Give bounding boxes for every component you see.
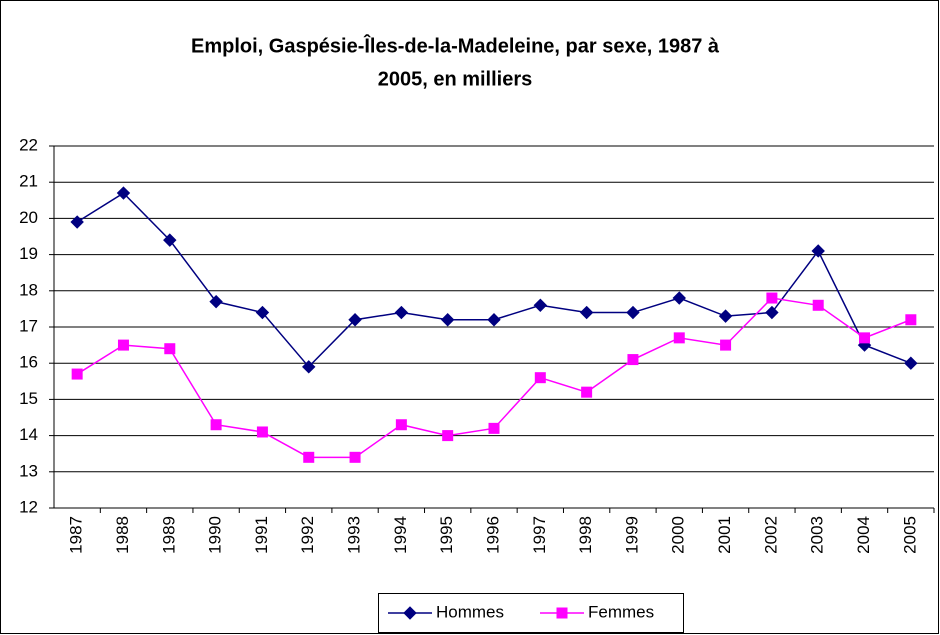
marker <box>904 356 918 370</box>
marker <box>627 354 639 366</box>
y-tick-label: 12 <box>19 497 38 516</box>
marker <box>116 186 131 200</box>
marker <box>673 332 685 344</box>
marker <box>302 360 316 374</box>
marker <box>163 233 177 247</box>
y-tick-label: 13 <box>19 461 38 480</box>
x-tick-label: 1990 <box>206 516 225 554</box>
marker <box>440 313 455 327</box>
marker <box>117 339 129 351</box>
x-tick-label: 1994 <box>391 516 410 554</box>
marker <box>71 368 83 380</box>
marker <box>581 386 593 398</box>
x-tick-label: 1989 <box>159 516 178 554</box>
marker <box>812 299 824 311</box>
marker <box>488 422 500 434</box>
marker <box>672 291 686 305</box>
x-tick-label: 2003 <box>808 516 827 554</box>
legend-marker <box>403 606 417 620</box>
marker <box>905 314 917 326</box>
marker <box>255 305 270 320</box>
x-tick-label: 1999 <box>622 516 641 554</box>
chart-title: Emploi, Gaspésie-Îles-de-la-Madeleine, p… <box>191 33 720 57</box>
x-tick-label: 1997 <box>530 516 549 554</box>
x-tick-label: 1988 <box>113 516 132 554</box>
x-tick-label: 2002 <box>761 516 780 554</box>
marker <box>766 292 778 304</box>
chart-title: 2005, en milliers <box>378 68 533 90</box>
marker <box>487 313 501 327</box>
marker <box>256 426 268 438</box>
marker <box>209 294 223 309</box>
marker <box>442 430 454 442</box>
marker <box>765 305 779 320</box>
x-tick-label: 2005 <box>900 516 919 554</box>
x-tick-label: 1995 <box>437 516 456 554</box>
marker <box>303 451 315 463</box>
y-tick-label: 21 <box>19 172 38 191</box>
marker <box>811 244 825 258</box>
marker <box>534 372 546 384</box>
y-tick-label: 20 <box>19 208 38 227</box>
y-tick-label: 18 <box>19 280 38 299</box>
marker <box>210 419 222 431</box>
x-tick-label: 1992 <box>298 516 317 554</box>
marker <box>349 451 361 463</box>
marker <box>348 313 362 327</box>
y-tick-label: 22 <box>19 135 38 154</box>
y-tick-label: 16 <box>19 353 38 372</box>
marker <box>394 305 409 320</box>
y-tick-label: 15 <box>19 389 38 408</box>
x-tick-label: 1998 <box>576 516 595 554</box>
legend-label: Hommes <box>436 602 504 621</box>
y-tick-label: 19 <box>19 244 38 263</box>
marker <box>859 332 871 344</box>
marker <box>164 343 176 355</box>
marker <box>720 339 732 351</box>
x-tick-label: 1991 <box>252 516 271 554</box>
x-tick-label: 1996 <box>483 516 502 554</box>
marker <box>579 305 594 320</box>
marker <box>395 419 407 431</box>
marker <box>533 298 548 312</box>
x-tick-label: 1993 <box>345 516 364 554</box>
legend-marker <box>556 607 568 619</box>
x-tick-label: 1987 <box>67 516 86 554</box>
x-tick-label: 2000 <box>669 516 688 554</box>
marker <box>718 309 733 323</box>
marker <box>626 305 640 320</box>
x-tick-label: 2001 <box>715 516 734 554</box>
y-tick-label: 17 <box>19 316 38 335</box>
marker <box>70 215 84 229</box>
x-tick-label: 2004 <box>854 516 873 554</box>
y-tick-label: 14 <box>19 425 38 444</box>
legend-label: Femmes <box>588 602 654 621</box>
